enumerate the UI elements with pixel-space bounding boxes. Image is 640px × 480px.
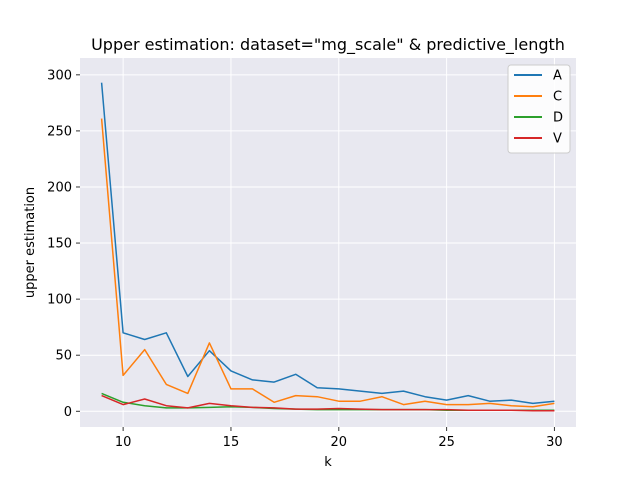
y-tick-label: 100 <box>47 293 72 308</box>
x-tick-label: 10 <box>115 435 132 450</box>
legend-label-c: C <box>553 90 562 105</box>
legend-box <box>507 64 571 154</box>
chart-title: Upper estimation: dataset="mg_scale" & p… <box>91 35 565 55</box>
x-tick-label: 20 <box>331 435 348 450</box>
series-line-c <box>100 118 555 408</box>
y-tick-label: 150 <box>47 237 72 252</box>
y-axis-ticks: 0 50 100 150 200 250 300 <box>47 68 80 420</box>
grid-lines <box>80 58 576 427</box>
x-axis-label: k <box>324 455 332 470</box>
legend-label-v: V <box>553 132 562 147</box>
y-axis-label: upper estimation <box>23 187 38 298</box>
plot-area <box>80 58 576 427</box>
x-axis-ticks: 10 15 20 25 30 <box>115 427 563 450</box>
legend-label-d: D <box>553 111 563 126</box>
y-tick-label: 300 <box>47 68 72 83</box>
y-tick-label: 200 <box>47 180 72 195</box>
x-tick-label: 30 <box>546 435 563 450</box>
series-line-a <box>100 82 555 405</box>
legend-label-a: A <box>553 69 562 84</box>
series-lines <box>100 82 555 412</box>
y-tick-label: 0 <box>64 405 72 420</box>
y-tick-label: 50 <box>55 349 72 364</box>
x-tick-label: 25 <box>438 435 455 450</box>
x-tick-label: 15 <box>223 435 240 450</box>
series-line-v <box>101 394 555 412</box>
y-tick-label: 250 <box>47 124 72 139</box>
